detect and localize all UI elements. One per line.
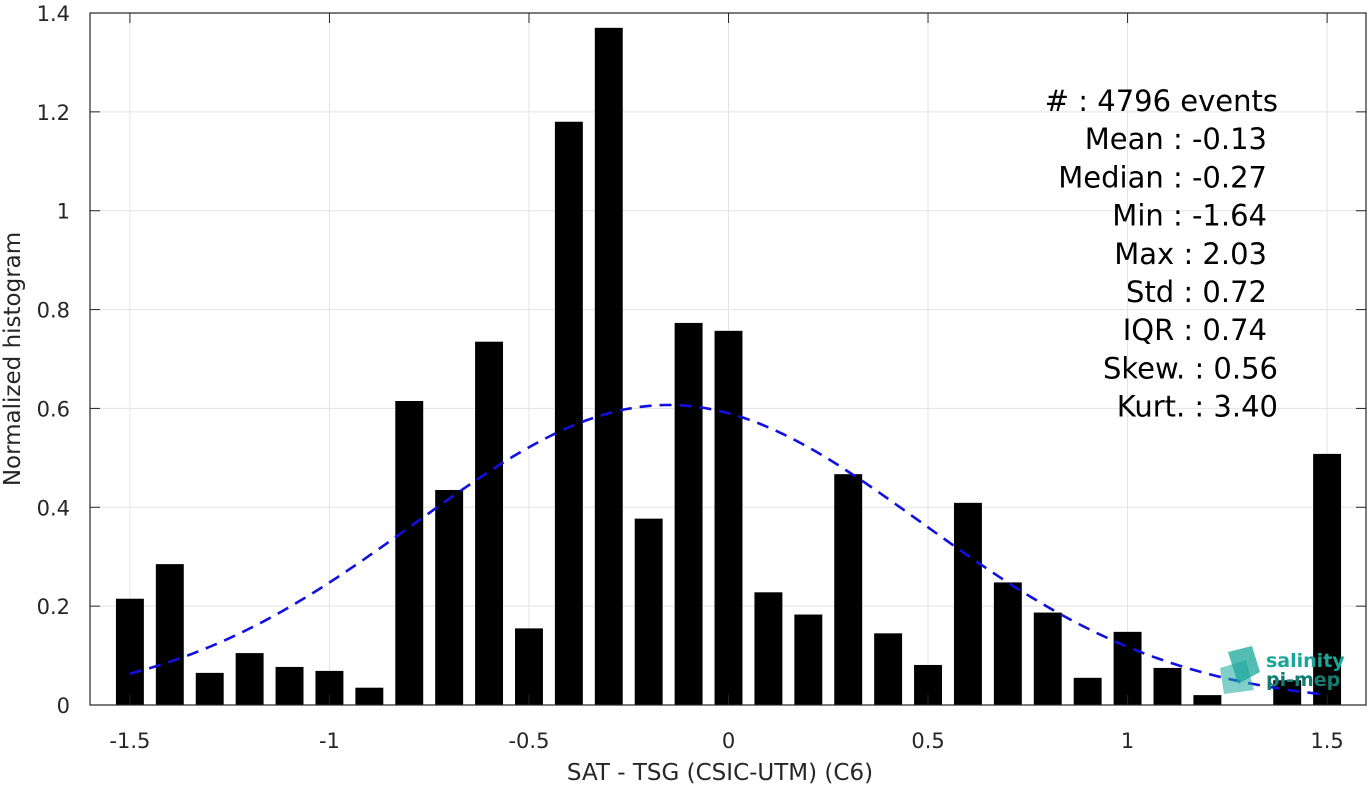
x-tick-label-5: 1 <box>1121 729 1134 753</box>
bar-8 <box>435 489 464 705</box>
y-tick-label-6: 1.2 <box>37 101 70 125</box>
bar-15 <box>714 330 743 705</box>
stat-line-7: Skew. : 0.56 <box>1103 351 1278 385</box>
bar-0 <box>115 598 144 705</box>
logo-line-1: salinity <box>1266 650 1345 672</box>
bar-6 <box>355 687 384 705</box>
stat-line-1: Mean : -0.13 <box>1085 122 1267 156</box>
stat-line-6: IQR : 0.74 <box>1123 313 1267 347</box>
normal-fit-curve <box>129 403 1328 696</box>
salinity-pi-mep-logo: salinity pi-mep <box>1220 646 1345 694</box>
stat-line-4: Max : 2.03 <box>1114 237 1267 271</box>
bar-19 <box>874 633 903 705</box>
axis-ticks <box>90 12 1366 706</box>
bar-2 <box>195 672 224 705</box>
stat-line-5: Std : 0.72 <box>1126 275 1267 309</box>
bar-14 <box>674 322 703 705</box>
bar-18 <box>834 474 863 705</box>
x-tick-label-3: 0 <box>722 729 735 753</box>
bar-26 <box>1153 667 1182 705</box>
bar-4 <box>275 666 304 705</box>
y-tick-label-7: 1.4 <box>37 2 70 26</box>
bar-11 <box>554 121 583 705</box>
bar-30 <box>1313 453 1342 705</box>
bar-23 <box>1033 612 1062 705</box>
y-tick-label-3: 0.6 <box>37 397 70 421</box>
logo-line-2: pi-mep <box>1266 669 1340 691</box>
stat-line-2: Median : -0.27 <box>1058 160 1267 194</box>
y-tick-label-4: 0.8 <box>37 299 70 323</box>
bar-24 <box>1073 677 1102 705</box>
y-tick-label-5: 1 <box>57 200 70 224</box>
stat-line-0: # : 4796 events <box>1045 84 1278 118</box>
bar-22 <box>993 582 1022 705</box>
stat-line-8: Kurt. : 3.40 <box>1117 390 1278 424</box>
histogram-bars <box>115 27 1342 706</box>
x-tick-label-4: 0.5 <box>911 729 944 753</box>
y-axis-label: Normalized histogram <box>0 232 26 486</box>
bar-21 <box>953 502 982 705</box>
statistics-box: # : 4796 events Mean : -0.13 Median : -0.2… <box>1045 84 1278 424</box>
bar-16 <box>754 592 783 705</box>
stat-line-3: Min : -1.64 <box>1112 199 1267 233</box>
bar-7 <box>395 401 424 705</box>
x-tick-label-1: -1 <box>319 729 340 753</box>
x-tick-label-2: -0.5 <box>508 729 549 753</box>
x-tick-label-6: 1.5 <box>1310 729 1343 753</box>
y-tick-label-0: 0 <box>57 694 70 718</box>
logo-mark-front <box>1220 660 1254 694</box>
bar-10 <box>515 628 543 705</box>
bar-3 <box>235 653 264 705</box>
bar-29 <box>1273 680 1302 705</box>
bar-13 <box>634 518 663 705</box>
y-tick-label-1: 0.2 <box>37 595 70 619</box>
bar-9 <box>475 341 504 705</box>
x-tick-labels: -1.5 -1 -0.5 0 0.5 1 1.5 <box>109 729 1343 753</box>
y-tick-labels: 0 0.2 0.4 0.6 0.8 1 1.2 1.4 <box>37 2 70 718</box>
x-tick-label-0: -1.5 <box>109 729 150 753</box>
y-tick-label-2: 0.4 <box>37 496 70 520</box>
x-axis-label: SAT - TSG (CSIC-UTM) (C6) <box>567 760 873 785</box>
bar-1 <box>155 564 184 705</box>
bar-27 <box>1193 695 1222 705</box>
bar-17 <box>794 614 823 705</box>
bar-12 <box>594 27 623 706</box>
